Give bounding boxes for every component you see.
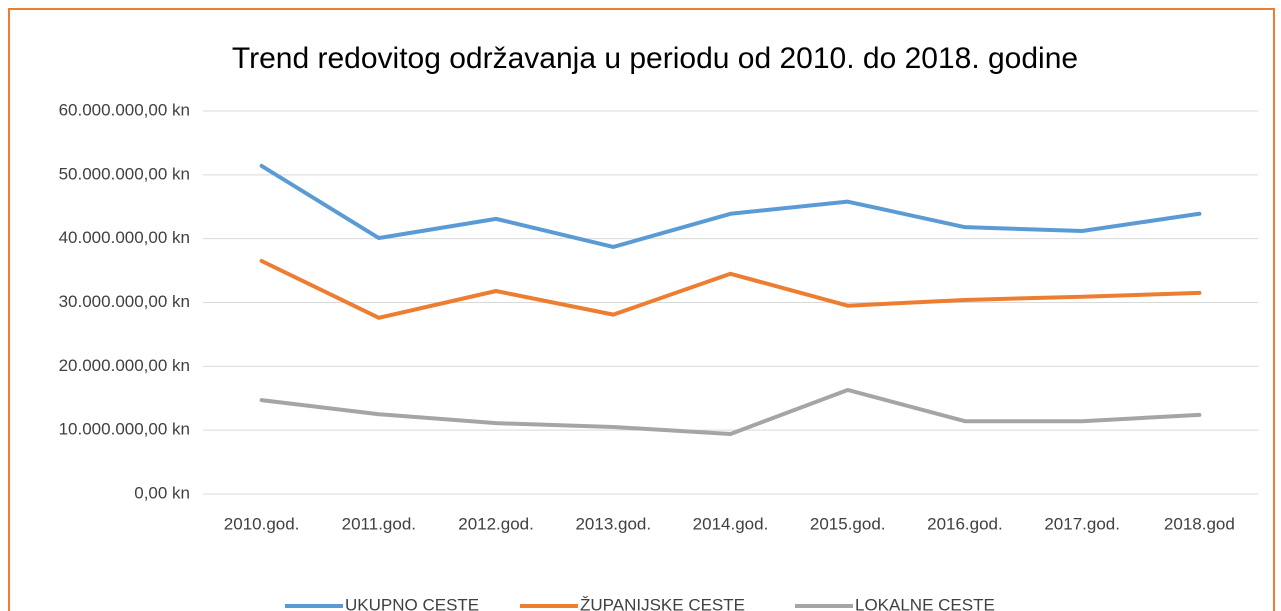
chart-frame [8,8,1275,611]
series-line [259,163,1202,249]
x-tick-label: 2010.god. [224,514,300,533]
series-line [259,387,1202,436]
x-tick-label: 2014.god. [693,514,769,533]
x-tick-label: 2018.god [1164,514,1235,533]
x-tick-label: 2016.god. [927,514,1003,533]
x-tick-label: 2013.god. [575,514,651,533]
y-tick-label: 60.000.000,00 kn [59,100,190,119]
y-tick-label: 10.000.000,00 kn [59,420,190,439]
legend-label: UKUPNO CESTE [345,595,479,611]
y-tick-label: 40.000.000,00 kn [59,228,190,247]
y-tick-label: 0,00 kn [134,483,190,502]
x-tick-label: 2017.god. [1044,514,1120,533]
y-tick-label: 20.000.000,00 kn [59,356,190,375]
y-tick-label: 30.000.000,00 kn [59,292,190,311]
x-tick-label: 2012.god. [458,514,534,533]
legend-label: LOKALNE CESTE [855,595,995,611]
chart-title: Trend redovitog održavanja u periodu od … [232,42,1078,75]
legend-label: ŽUPANIJSKE CESTE [580,595,745,611]
x-tick-label: 2011.god. [342,514,416,533]
x-tick-label: 2015.god. [810,514,886,533]
y-tick-label: 50.000.000,00 kn [59,164,190,183]
series-line [259,259,1202,320]
